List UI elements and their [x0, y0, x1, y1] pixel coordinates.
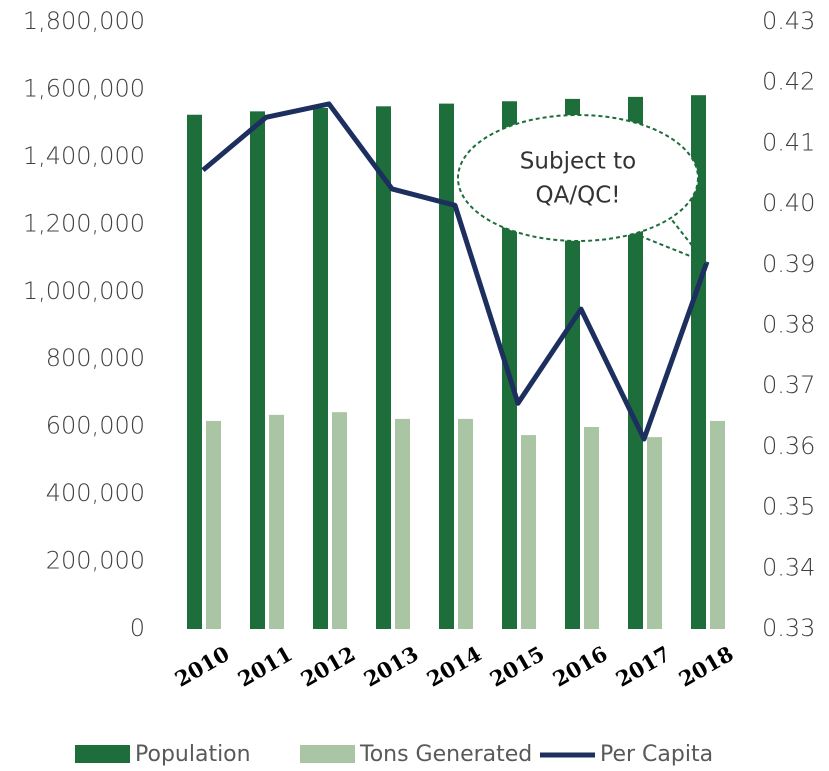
y-tick-label: 1,200,000	[23, 209, 145, 237]
annotation: Subject to	[520, 149, 636, 175]
x-tick-label: 2016	[548, 641, 611, 692]
legend-swatch	[300, 745, 355, 763]
y-tick-label: 600,000	[46, 412, 145, 440]
y2-tick-label: 0.40	[762, 189, 815, 217]
legend-label: Population	[135, 742, 251, 767]
legend-label: Per Capita	[600, 742, 713, 767]
bar	[313, 107, 328, 629]
y2-tick-label: 0.38	[762, 311, 815, 339]
y-tick-label: 1,800,000	[23, 7, 145, 35]
callout	[457, 114, 709, 265]
y-tick-label: 1,000,000	[23, 277, 145, 305]
legend-label: Tons Generated	[359, 742, 532, 767]
bar	[187, 114, 202, 630]
bar	[269, 414, 284, 629]
x-tick-label: 2013	[359, 641, 422, 692]
bar	[439, 103, 454, 629]
y-tick-label: 400,000	[46, 479, 145, 507]
y2-tick-label: 0.41	[762, 128, 815, 156]
x-tick-label: 2014	[422, 641, 485, 692]
bar	[647, 437, 662, 629]
bar	[458, 418, 473, 629]
annotation: QA/QC!	[536, 183, 621, 209]
bar	[395, 418, 410, 629]
bar	[206, 420, 221, 629]
y2-tick-label: 0.39	[762, 250, 815, 278]
bar	[584, 427, 599, 629]
x-tick-label: 2012	[296, 641, 359, 692]
x-tick-label: 2018	[674, 641, 737, 692]
bar	[376, 106, 391, 630]
y2-tick-label: 0.43	[762, 7, 815, 35]
x-tick-label: 2010	[170, 641, 233, 692]
y2-tick-label: 0.42	[762, 68, 815, 96]
bar	[332, 412, 347, 629]
callout-bubble	[457, 114, 699, 242]
bar	[521, 435, 536, 629]
y2-tick-label: 0.34	[762, 553, 815, 581]
x-tick-label: 2015	[485, 641, 548, 692]
bar	[710, 420, 725, 629]
y-tick-label: 0	[130, 614, 145, 642]
y2-tick-label: 0.37	[762, 371, 815, 399]
y-tick-label: 1,600,000	[23, 74, 145, 102]
x-tick-label: 2017	[611, 641, 674, 692]
y-tick-label: 800,000	[46, 344, 145, 372]
x-tick-label: 2011	[233, 641, 296, 692]
callout-tail	[639, 219, 709, 265]
bar	[691, 95, 706, 629]
bar	[250, 111, 265, 629]
bar	[502, 101, 517, 630]
line	[201, 101, 710, 442]
legend-swatch	[75, 745, 130, 763]
y2-tick-label: 0.36	[762, 432, 815, 460]
y-tick-label: 1,400,000	[23, 142, 145, 170]
y-tick-label: 200,000	[46, 547, 145, 575]
y2-tick-label: 0.35	[762, 493, 815, 521]
y2-tick-label: 0.33	[762, 614, 815, 642]
